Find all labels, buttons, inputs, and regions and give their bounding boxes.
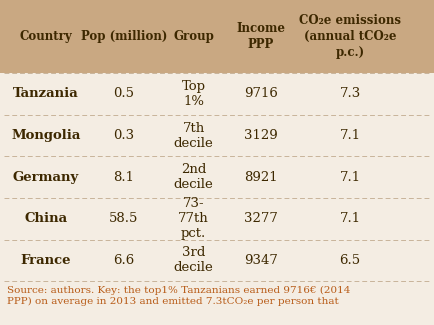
Text: 2nd
decile: 2nd decile xyxy=(173,163,213,191)
Text: Source: authors. Key: the top1% Tanzanians earned 9716€ (2014
PPP) on average in: Source: authors. Key: the top1% Tanzania… xyxy=(7,286,349,306)
Text: 73-
77th
pct.: 73- 77th pct. xyxy=(178,197,208,240)
Text: 6.6: 6.6 xyxy=(113,254,134,267)
Text: 0.3: 0.3 xyxy=(113,129,134,142)
Text: Income
PPP: Income PPP xyxy=(236,22,285,51)
Text: Top
1%: Top 1% xyxy=(181,80,205,108)
Text: 7.1: 7.1 xyxy=(339,129,360,142)
Text: 7th
decile: 7th decile xyxy=(173,122,213,150)
Text: 3129: 3129 xyxy=(243,129,277,142)
Text: Mongolia: Mongolia xyxy=(11,129,80,142)
Text: 9716: 9716 xyxy=(243,87,277,100)
Text: 3rd
decile: 3rd decile xyxy=(173,246,213,274)
Text: CO₂e emissions
(annual tCO₂e
p.c.): CO₂e emissions (annual tCO₂e p.c.) xyxy=(299,14,400,59)
Text: 3277: 3277 xyxy=(243,212,277,225)
Text: China: China xyxy=(24,212,67,225)
Text: Group: Group xyxy=(173,30,214,43)
Text: Germany: Germany xyxy=(13,171,79,184)
Text: 8921: 8921 xyxy=(243,171,277,184)
Text: 6.5: 6.5 xyxy=(339,254,360,267)
Text: 7.3: 7.3 xyxy=(339,87,360,100)
Bar xyxy=(0,0,434,73)
Text: 7.1: 7.1 xyxy=(339,171,360,184)
Text: 0.5: 0.5 xyxy=(113,87,134,100)
Text: Tanzania: Tanzania xyxy=(13,87,79,100)
Text: 9347: 9347 xyxy=(243,254,277,267)
Text: 8.1: 8.1 xyxy=(113,171,134,184)
Text: 7.1: 7.1 xyxy=(339,212,360,225)
Text: Country: Country xyxy=(19,30,72,43)
Text: Pop (million): Pop (million) xyxy=(81,30,167,43)
Text: France: France xyxy=(20,254,71,267)
Text: 58.5: 58.5 xyxy=(109,212,138,225)
